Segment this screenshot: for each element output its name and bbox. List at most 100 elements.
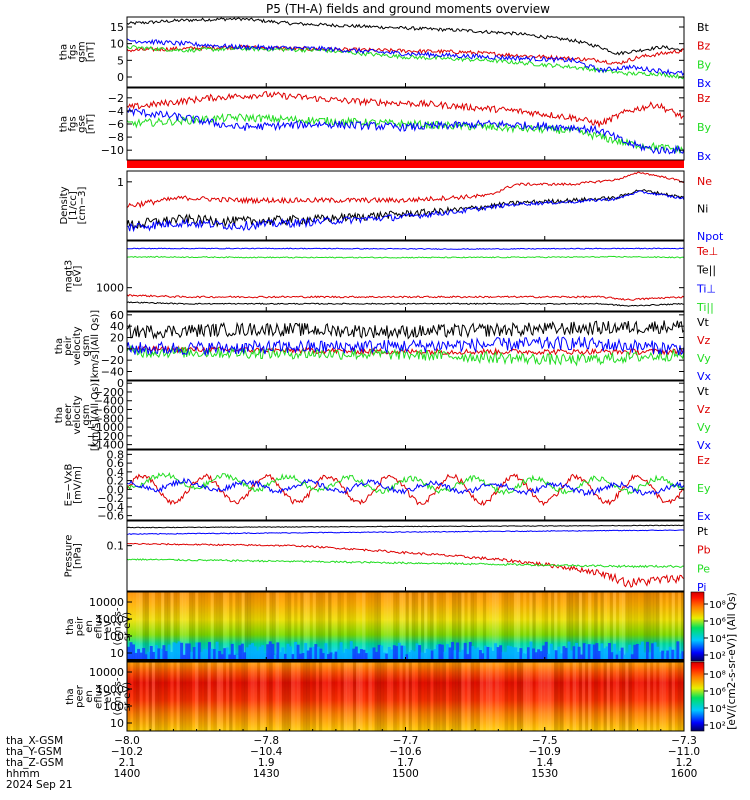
spectrogram-stripe	[646, 662, 651, 731]
spectrogram-stripe	[666, 650, 670, 661]
spectrogram-stripe	[411, 662, 416, 731]
spectrogram-stripe	[539, 651, 543, 661]
spectrogram-stripe	[210, 592, 214, 661]
spectrogram-stripe	[291, 592, 295, 661]
spectrogram-stripe	[340, 592, 344, 661]
spectrogram-stripe	[306, 592, 310, 661]
legend-Vy: Vy	[697, 352, 711, 365]
spectrogram-stripe	[427, 592, 431, 661]
series-line-black	[126, 189, 685, 230]
spectrogram-stripe	[145, 662, 149, 731]
spectrogram-stripe	[400, 645, 404, 661]
spectrogram-stripe	[306, 662, 310, 731]
spectrogram-stripe	[628, 592, 632, 661]
panel-temperature: 1000 magt3[eV] Te⊥ Te|| Ti⊥ Ti||	[64, 240, 718, 314]
spectrogram-stripe	[473, 662, 477, 731]
spectrogram-stripe	[331, 592, 335, 661]
spectrogram-stripe	[385, 653, 389, 661]
spectrogram-stripe	[495, 592, 499, 661]
spectrogram-stripe	[418, 645, 422, 661]
y-tick-label: 10000	[89, 596, 124, 609]
spectrogram-stripe	[584, 662, 589, 731]
spectrogram-stripe	[519, 648, 523, 661]
y-axis-label: en	[84, 690, 95, 703]
y-tick-label: 0.6	[107, 457, 125, 470]
spectrogram-stripe	[656, 646, 660, 661]
spectrogram-stripe	[337, 662, 341, 731]
spectrogram-stripe	[396, 662, 400, 731]
y-tick-label: 100	[103, 700, 124, 713]
y-axis-label: eV	[103, 620, 114, 633]
spectrogram-stripe	[489, 592, 493, 661]
legend-Ez: Ez	[697, 454, 710, 467]
spectrogram-stripe	[278, 652, 282, 661]
x-row-label: tha_Z-GSM	[6, 757, 64, 769]
spectrogram-stripe	[408, 652, 411, 661]
spectrogram-stripe	[300, 592, 304, 661]
spectrogram-stripe	[436, 592, 440, 661]
spectrogram-stripe	[659, 662, 663, 731]
spectrogram-stripe	[226, 592, 230, 661]
spectrogram-stripe	[197, 642, 201, 661]
spectrogram-stripe	[464, 662, 468, 731]
spectrogram-stripe	[157, 648, 161, 661]
spectrogram-stripe	[420, 662, 425, 731]
legend-By: By	[697, 121, 712, 134]
legend-Bz: Bz	[697, 40, 711, 53]
spectrogram-stripe	[541, 662, 546, 731]
spectrogram-stripe	[557, 662, 561, 731]
spectrogram-stripe	[402, 592, 406, 661]
y-tick-label: 1000	[96, 613, 124, 626]
legend-Pi: Pi	[697, 581, 706, 594]
series-line-red	[126, 171, 685, 209]
y-tick-label: 0	[117, 343, 124, 356]
spectrogram-stripe	[269, 662, 273, 731]
spectrogram-stripe	[580, 654, 584, 661]
series-line-black	[126, 301, 685, 307]
spectrogram-stripe	[352, 662, 357, 731]
spectrogram-stripe	[377, 644, 381, 661]
legend-Ne: Ne	[697, 175, 712, 188]
spectrogram-stripe	[328, 662, 332, 731]
spectrogram-stripe	[144, 654, 148, 661]
spectrogram-stripe	[374, 592, 378, 661]
spectrogram-stripe	[346, 662, 351, 731]
y-tick-label: −40	[101, 366, 124, 379]
spectrogram-stripe	[501, 662, 505, 731]
spectrogram-stripe	[542, 645, 546, 661]
spectrogram-stripe	[510, 662, 515, 731]
spectrogram-stripe	[435, 644, 439, 661]
spectrogram-stripe	[649, 662, 654, 731]
spectrogram-stripe	[516, 592, 521, 661]
spectrogram-stripe	[676, 641, 680, 661]
panel-frame	[126, 380, 685, 450]
y-axis-label: sr-eV)	[122, 612, 133, 641]
y-tick-label: −800	[94, 412, 124, 425]
spectrogram-stripe	[365, 662, 369, 731]
colorbar-tick-label: 10⁸	[709, 600, 726, 611]
spectrogram-stripe	[476, 647, 480, 661]
spectrogram-stripe	[464, 592, 468, 661]
spectrogram-stripe	[678, 653, 682, 661]
series-line-black	[126, 17, 685, 56]
spectrogram-stripe	[173, 592, 177, 661]
legend-Ti||: Ti||	[696, 301, 714, 314]
panel-frame	[126, 240, 685, 312]
y-axis-label: velocity	[72, 395, 83, 434]
x-tick-label: −10.4	[250, 746, 282, 758]
spectrogram-stripe	[637, 592, 641, 661]
spectrogram-stripe	[130, 592, 134, 661]
legend-Ey: Ey	[697, 482, 711, 495]
y-tick-label: −0.4	[97, 501, 124, 514]
spectrogram-stripe	[600, 662, 604, 731]
spectrogram-stripe	[581, 662, 586, 731]
spectrogram-stripe	[585, 643, 589, 661]
spectrogram-stripe	[245, 647, 249, 661]
spectrogram-stripe	[291, 654, 295, 661]
spectrogram-stripe	[142, 662, 146, 731]
x-tick-label: −7.5	[532, 735, 558, 747]
spectrogram-stripe	[260, 592, 264, 661]
spectrogram-stripe	[572, 662, 576, 731]
series-line-green	[126, 255, 685, 259]
spectrogram-stripe	[461, 662, 465, 731]
